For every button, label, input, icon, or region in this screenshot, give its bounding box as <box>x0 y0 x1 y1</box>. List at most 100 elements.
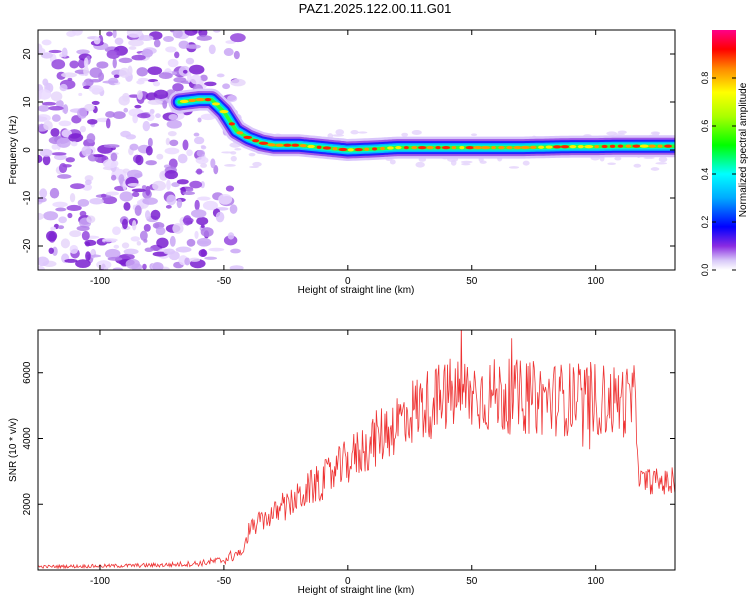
noise-blob <box>88 85 104 93</box>
noise-blob <box>112 111 126 120</box>
noise-blob <box>51 114 61 122</box>
noise-blob <box>91 100 100 105</box>
noise-blob <box>105 191 119 196</box>
noise-blob <box>216 73 225 78</box>
noise-blob <box>134 104 142 109</box>
noise-blob <box>658 156 668 163</box>
noise-blob <box>401 132 409 137</box>
noise-blob <box>84 103 95 112</box>
noise-blob <box>120 130 131 138</box>
noise-blob <box>98 72 105 82</box>
ridge-peak <box>538 145 545 149</box>
noise-blob <box>77 199 90 207</box>
noise-blob <box>51 59 66 70</box>
noise-blob <box>508 166 520 169</box>
noise-blob <box>169 235 176 247</box>
noise-blob <box>164 170 179 180</box>
spectrogram-x-tick-label: -50 <box>217 276 232 287</box>
spectrogram-y-tick-label: -20 <box>22 238 33 253</box>
noise-blob <box>204 81 217 87</box>
noise-blob <box>89 78 102 83</box>
noise-blob <box>70 183 85 190</box>
noise-blob <box>51 152 67 156</box>
colorbar-tick-label: 0.0 <box>700 264 710 277</box>
noise-blob <box>41 52 53 59</box>
noise-blob <box>141 48 153 58</box>
noise-blob <box>202 200 218 211</box>
noise-blob <box>175 246 192 253</box>
ridge-peak <box>465 146 474 150</box>
noise-blob <box>152 180 167 191</box>
colorbar-tick-label: 0.2 <box>700 216 710 229</box>
colorbar: 0.0 0.2 0.4 0.6 0.8 Normalized spectral ampl… <box>700 30 749 276</box>
noise-blob <box>147 137 153 148</box>
noise-blob <box>166 194 177 206</box>
noise-blob <box>189 180 203 189</box>
ridge-peak <box>552 145 562 149</box>
spectrogram-y-tick-label: 0 <box>22 147 33 153</box>
noise-blob <box>229 204 238 214</box>
noise-blob <box>89 197 104 205</box>
noise-blob <box>196 237 212 247</box>
noise-blob <box>84 239 97 246</box>
ridge-peak <box>530 145 537 149</box>
noise-blob <box>224 164 236 167</box>
noise-blob <box>38 256 50 267</box>
noise-blob <box>90 249 95 256</box>
noise-blob <box>110 174 117 181</box>
snr-x-tick-label: -50 <box>217 576 232 587</box>
noise-blob <box>200 181 205 189</box>
noise-blob <box>76 49 90 55</box>
noise-blob <box>222 83 231 90</box>
noise-blob <box>190 74 202 85</box>
noise-blob <box>61 47 68 58</box>
ridge-peak <box>417 146 427 150</box>
noise-blob <box>149 123 160 127</box>
noise-blob <box>104 248 121 259</box>
noise-blob <box>132 113 138 124</box>
noise-blob <box>470 133 478 137</box>
noise-blob <box>105 111 115 118</box>
noise-blob <box>156 237 169 249</box>
snr-y-tick-label: 2000 <box>22 493 33 516</box>
noise-blob <box>85 251 91 261</box>
spectrogram-y-ticks: -20 -10 0 10 20 <box>22 48 675 253</box>
noise-blob <box>252 161 262 167</box>
noise-blob <box>230 151 237 155</box>
colorbar-gradient <box>712 30 736 270</box>
noise-blob <box>43 120 53 131</box>
noise-blob <box>163 36 174 42</box>
noise-blob <box>190 209 207 218</box>
noise-blob <box>154 223 160 229</box>
noise-blob <box>69 244 79 254</box>
noise-blob <box>43 211 59 221</box>
ridge-peak <box>617 144 624 148</box>
spectrogram-x-tick-label: 50 <box>466 276 478 287</box>
noise-blob <box>62 104 69 115</box>
ridge-peak <box>506 146 513 150</box>
noise-blob <box>168 114 178 121</box>
noise-blob <box>144 210 151 220</box>
ridge-peak <box>195 98 205 102</box>
noise-blob <box>123 201 131 211</box>
ridge-peak <box>275 143 284 147</box>
noise-blob <box>522 160 530 166</box>
noise-blob <box>96 61 109 69</box>
noise-blob <box>335 129 345 136</box>
noise-blob <box>172 30 183 39</box>
noise-blob <box>41 101 57 106</box>
ridge-peak <box>372 147 378 151</box>
noise-blob <box>55 99 64 108</box>
noise-blob <box>82 183 93 191</box>
snr-x-tick-label: 100 <box>587 576 604 587</box>
noise-blob <box>162 100 168 109</box>
noise-blob <box>96 260 112 270</box>
noise-blob <box>59 83 68 92</box>
ridge-peak <box>664 144 672 148</box>
noise-blob <box>38 212 44 221</box>
ridge-peak <box>252 139 260 143</box>
ridge-peak <box>601 144 608 149</box>
ridge-peak <box>648 144 656 148</box>
noise-blob <box>164 147 180 155</box>
noise-blob <box>150 209 161 220</box>
